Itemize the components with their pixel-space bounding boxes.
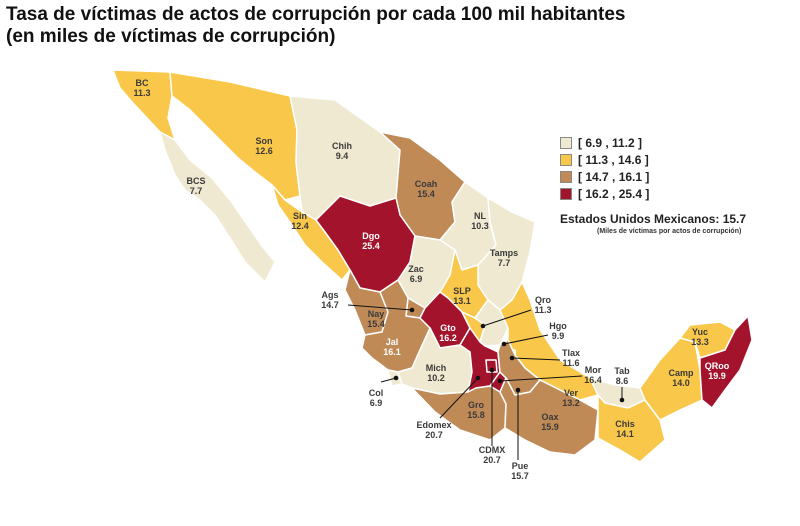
label-hgo: Hgo 9.9 [549,321,567,341]
national-rate: Estados Unidos Mexicanos: 15.7 [560,212,747,226]
label-tamps: Tamps 7.7 [490,248,518,268]
label-bcs: BCS 7.7 [186,176,205,196]
label-yuc: Yuc 13.3 [691,327,709,347]
label-gto: Gto 16.2 [439,323,457,343]
label-mich: Mich 10.2 [426,363,447,383]
legend-item: [ 16.2 , 25.4 ] [560,185,649,202]
label-zac: Zac 6.9 [408,264,424,284]
legend-label: [ 6.9 , 11.2 ] [578,135,643,150]
label-chis: Chis 14.1 [615,419,635,439]
label-coah: Coah 15.4 [415,179,438,199]
label-bc: BC 11.3 [133,78,150,98]
label-qroo: QRoo 19.9 [705,361,730,381]
label-nl: NL 10.3 [471,211,489,231]
label-gro: Gro 15.8 [467,400,485,420]
label-slp: SLP 13.1 [453,286,471,306]
label-cdmx: CDMX 20.7 [479,445,506,465]
state-labels: BC 11.3 BCS 7.7 Son 12.6 Chih 9.4 Coah 15.4 N… [133,78,729,481]
label-tlax: Tlax 11.6 [562,348,580,368]
state-shape-cdmx [485,359,498,373]
label-edomex: Edomex 20.7 [416,420,451,440]
label-pue: Pue 15.7 [511,461,529,481]
title-line-2: (en miles de víctimas de corrupción) [6,26,336,47]
label-qro: Qro 11.3 [534,295,551,315]
label-ags: Ags 14.7 [321,290,339,310]
legend-swatch [560,136,572,149]
label-nay: Nay 15.4 [367,309,385,329]
label-son: Son 12.6 [255,136,273,156]
legend-label: [ 16.2 , 25.4 ] [578,186,650,201]
legend-item: [ 6.9 , 11.2 ] [560,134,649,151]
leader-lines [347,304,623,460]
national-rate-note: (Miles de víctimas por actos de corrupci… [597,228,742,235]
title-line-1: Tasa de víctimas de actos de corrupción … [6,4,626,25]
legend-label: [ 11.3 , 14.6 ] [578,152,649,167]
state-shape-chis [597,394,666,463]
label-chih: Chih 9.4 [332,141,352,161]
label-camp: Camp 14.0 [668,368,694,388]
pointer-dots [393,307,625,403]
label-ver: Ver 13.2 [562,388,580,408]
state-shape-qroo [699,315,753,409]
label-sin: Sin 12.4 [291,211,309,231]
legend-item: [ 11.3 , 14.6 ] [560,151,649,168]
label-oax: Oax 15.9 [541,412,559,432]
legend-item: [ 14.7 , 16.1 ] [560,168,649,185]
state-shape-oax [499,377,599,456]
map-title: Tasa de víctimas de actos de corrupción … [6,4,625,48]
legend-label: [ 14.7 , 16.1 ] [578,169,650,184]
label-mor: Mor 16.4 [584,365,602,385]
label-jal: Jal 16.1 [383,337,401,357]
legend-swatch [560,153,572,166]
label-tab: Tab 8.6 [614,366,630,386]
map-legend: [ 6.9 , 11.2 ] [ 11.3 , 14.6 ] [ 14.7 , … [560,134,649,202]
label-dgo: Dgo 25.4 [362,231,380,251]
legend-swatch [560,170,572,183]
label-col: Col 6.9 [369,388,384,408]
state-shape-bcs [159,131,276,283]
legend-swatch [560,187,572,200]
